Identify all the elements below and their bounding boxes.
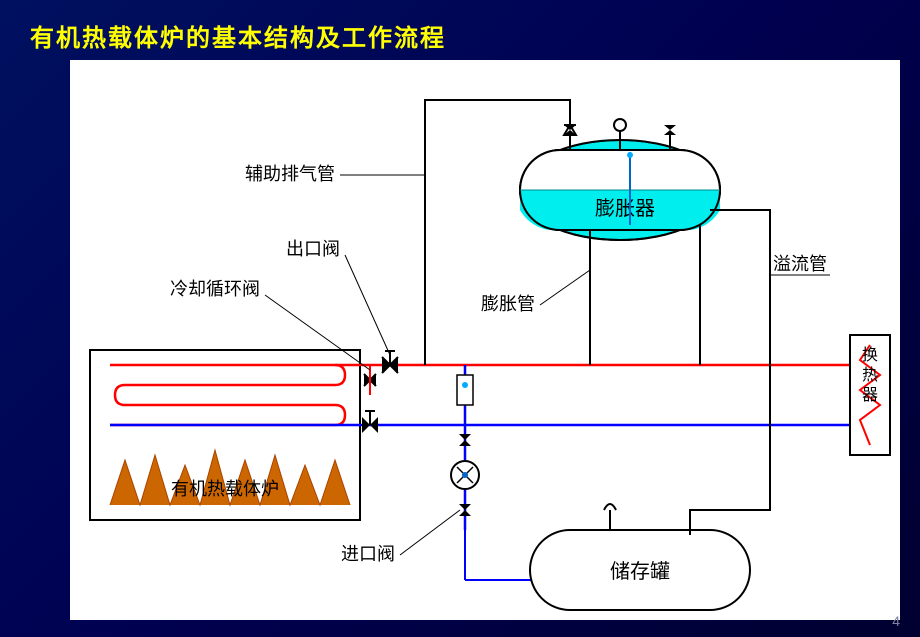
storage-tank <box>530 504 750 610</box>
overflow-label: 溢流管 <box>773 254 827 274</box>
expansion-vessel-label: 膨胀器 <box>595 197 655 220</box>
diagram-area: 有机热载体炉 换 热 器 膨胀器 <box>70 60 900 620</box>
expansion-pipe-label: 膨胀管 <box>481 294 535 314</box>
pump-icon <box>451 461 479 489</box>
branch-valve-1 <box>459 434 471 446</box>
furnace-coil <box>110 365 345 425</box>
expansion-pipe-leader <box>540 270 590 305</box>
branch-valve-2 <box>459 504 471 516</box>
aux-exhaust-label: 辅助排气管 <box>245 164 335 184</box>
cooling-valve-label: 冷却循环阀 <box>170 279 260 299</box>
cooling-valve-leader <box>265 295 370 370</box>
furnace-label: 有机热载体炉 <box>171 479 279 499</box>
overflow-pipe-line <box>690 210 770 530</box>
page-title: 有机热载体炉的基本结构及工作流程 <box>0 0 920 53</box>
heat-exchanger-label-1: 换 <box>862 346 878 364</box>
outlet-valve-leader <box>345 255 390 355</box>
dip-pipe-top <box>627 152 633 158</box>
outlet-valve-label: 出口阀 <box>286 239 340 259</box>
storage-tank-label: 储存罐 <box>610 560 670 583</box>
flow-meter <box>457 375 473 405</box>
flow-meter-ball <box>462 382 468 388</box>
inlet-valve-leader <box>400 510 460 555</box>
heat-exchanger-label-2: 热 <box>862 366 878 384</box>
heat-exchanger-label-3: 器 <box>862 386 878 404</box>
inlet-valve-label: 进口阀 <box>341 544 395 564</box>
cooling-valve-icon <box>362 411 378 433</box>
flow-diagram: 有机热载体炉 换 热 器 膨胀器 <box>70 60 900 620</box>
page-number: 4 <box>892 613 900 629</box>
